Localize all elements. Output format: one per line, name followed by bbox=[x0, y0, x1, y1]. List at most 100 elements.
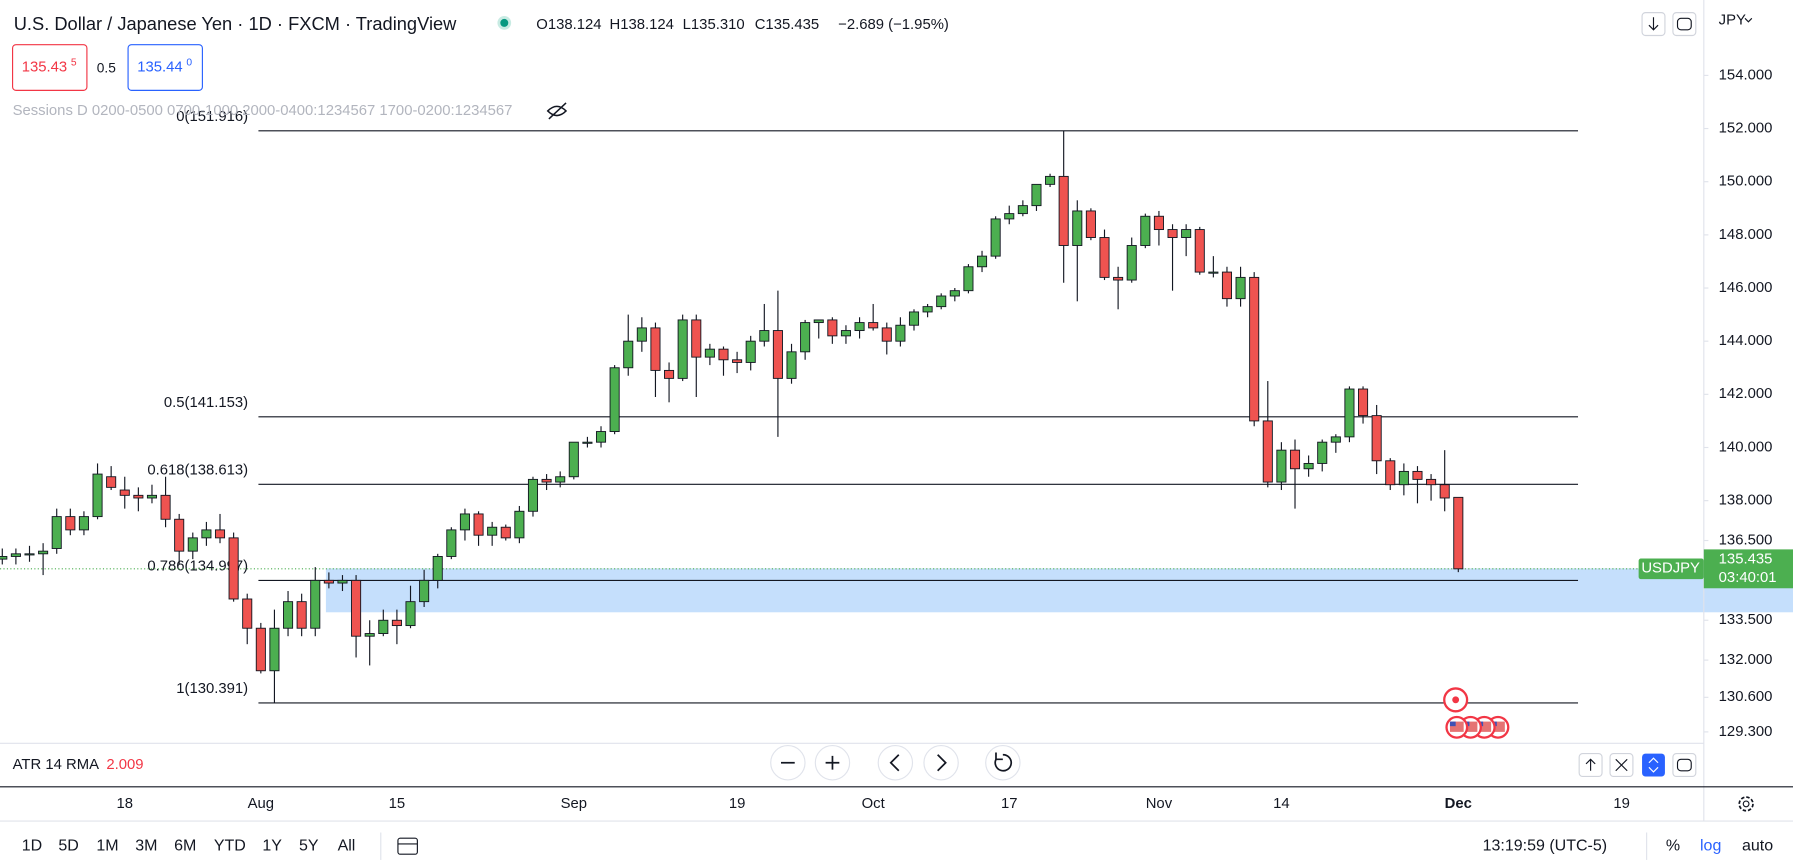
reset-button[interactable] bbox=[985, 745, 1021, 781]
x-tick-label: 15 bbox=[389, 796, 406, 812]
settings-gear[interactable] bbox=[1738, 796, 1754, 812]
pane-maximize-button[interactable] bbox=[1672, 753, 1697, 778]
candle-body bbox=[1303, 462, 1314, 470]
candle-body bbox=[133, 494, 144, 499]
fib-level-label: 0.5(141.153) bbox=[164, 395, 248, 411]
candle-body bbox=[0, 556, 8, 560]
hide-icon[interactable] bbox=[546, 102, 568, 120]
candle-body bbox=[1153, 215, 1164, 231]
x-tick-label: Oct bbox=[862, 796, 886, 812]
y-tick-label: 140.000 bbox=[1719, 439, 1773, 455]
ohlc-open: O138.124 bbox=[536, 17, 601, 33]
candle-body bbox=[813, 319, 824, 324]
range-button[interactable]: 3M bbox=[135, 837, 157, 854]
candle-body bbox=[745, 340, 756, 363]
date-range-icon[interactable] bbox=[397, 837, 418, 855]
candle-body bbox=[691, 319, 702, 358]
candle-body bbox=[840, 330, 851, 337]
range-button[interactable]: All bbox=[338, 837, 356, 854]
zoom-out-button[interactable] bbox=[770, 745, 806, 781]
currency[interactable]: JPY bbox=[1719, 13, 1746, 29]
candle-body bbox=[800, 322, 811, 353]
candle-body bbox=[1194, 229, 1205, 273]
candle-body bbox=[1317, 441, 1328, 464]
candle-body bbox=[119, 489, 130, 496]
scroll-left-button[interactable] bbox=[877, 745, 914, 781]
buy-price[interactable]: 135.44 bbox=[137, 59, 182, 75]
sell-price[interactable]: 135.43 bbox=[22, 59, 67, 75]
candle-body bbox=[949, 290, 960, 297]
fib-level-label: 1(130.391) bbox=[176, 681, 248, 697]
y-tick-label: 142.000 bbox=[1719, 386, 1773, 402]
candle-body bbox=[1113, 276, 1124, 281]
candle-body bbox=[1344, 388, 1355, 438]
candle-body bbox=[854, 322, 865, 332]
candle-body bbox=[1221, 271, 1233, 300]
range-button[interactable]: YTD bbox=[214, 837, 246, 854]
pane-close-button[interactable] bbox=[1609, 753, 1634, 778]
candle-body bbox=[623, 340, 634, 369]
flag-icon bbox=[1449, 721, 1464, 732]
candle-body bbox=[1181, 229, 1192, 238]
candle-body bbox=[1072, 210, 1083, 246]
fib-level-label: 0.786(134.997) bbox=[147, 559, 248, 575]
range-button[interactable]: 5Y bbox=[299, 837, 319, 854]
candle-body bbox=[310, 579, 321, 629]
candle-body bbox=[283, 601, 294, 629]
flag-icon bbox=[1491, 721, 1505, 732]
range-button[interactable]: 5D bbox=[58, 837, 78, 854]
candle-body bbox=[704, 348, 715, 358]
scroll-right-button[interactable] bbox=[923, 745, 959, 781]
clock[interactable]: 13:19:59 (UTC-5) bbox=[1483, 837, 1608, 854]
candle-body bbox=[963, 266, 974, 292]
y-tick-label: 130.600 bbox=[1719, 689, 1773, 705]
last-price-label-bg bbox=[1703, 549, 1793, 589]
percent-scale[interactable]: % bbox=[1666, 837, 1680, 854]
indicator-name: ATR 14 RMA bbox=[13, 757, 100, 773]
candle-body bbox=[908, 311, 920, 326]
candle-body bbox=[1330, 436, 1341, 443]
candle-body bbox=[446, 529, 457, 557]
candle-body bbox=[636, 327, 647, 342]
sell-pip[interactable]: 5 bbox=[71, 58, 77, 69]
candle-body bbox=[895, 324, 906, 342]
indicator-value: 2.009 bbox=[106, 757, 143, 773]
candle-body bbox=[936, 295, 947, 308]
sell-button[interactable] bbox=[12, 44, 88, 91]
zoom-in-button[interactable] bbox=[814, 745, 851, 781]
range-button[interactable]: 6M bbox=[174, 837, 196, 854]
y-tick-label: 152.000 bbox=[1719, 120, 1773, 136]
range-button[interactable]: 1D bbox=[22, 837, 42, 854]
fib-level-label: 0(151.916) bbox=[176, 109, 248, 125]
candle-body bbox=[1235, 276, 1246, 300]
candle-body bbox=[106, 476, 117, 488]
candle-body bbox=[1276, 449, 1287, 483]
buy-button[interactable] bbox=[127, 44, 203, 91]
chart-title: U.S. Dollar / Japanese Yen · 1D · FXCM ·… bbox=[14, 13, 457, 34]
candle-body bbox=[92, 473, 103, 518]
candle-body bbox=[432, 556, 443, 581]
candle-body bbox=[1289, 449, 1301, 470]
candle-body bbox=[214, 529, 226, 539]
y-tick-label: 150.000 bbox=[1719, 174, 1773, 190]
candle-body bbox=[78, 516, 89, 531]
candle-body bbox=[500, 526, 511, 539]
candle-body bbox=[337, 579, 348, 584]
candle-body bbox=[10, 553, 21, 557]
candle-body bbox=[1167, 229, 1178, 238]
candle-body bbox=[786, 351, 797, 379]
range-button[interactable]: 1M bbox=[96, 837, 118, 854]
candle-body bbox=[1426, 478, 1437, 486]
pane-settings-button[interactable] bbox=[1642, 753, 1665, 777]
range-button[interactable]: 1Y bbox=[262, 837, 282, 854]
auto-scale[interactable]: auto bbox=[1742, 837, 1773, 854]
log-scale[interactable]: log bbox=[1700, 837, 1721, 854]
maximize-button[interactable] bbox=[1672, 12, 1697, 37]
buy-pip[interactable]: 0 bbox=[186, 58, 192, 69]
y-tick-label: 133.500 bbox=[1719, 612, 1773, 628]
flag-icon bbox=[1463, 721, 1478, 732]
download-icon bbox=[1648, 17, 1659, 31]
pane-up-button[interactable] bbox=[1578, 753, 1603, 778]
candle-body bbox=[732, 359, 743, 363]
